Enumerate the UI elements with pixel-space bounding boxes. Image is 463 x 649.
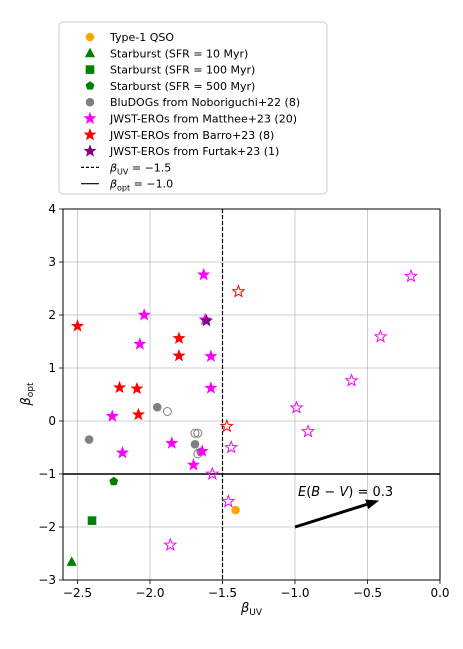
y-tick-label: 2 <box>48 308 56 322</box>
data-point <box>344 373 359 387</box>
data-point <box>190 428 200 438</box>
data-point <box>130 381 144 395</box>
data-point <box>109 476 119 486</box>
data-point <box>204 381 218 394</box>
data-point <box>165 436 179 449</box>
legend-label: Type-1 QSO <box>109 31 174 44</box>
data-point <box>219 418 234 433</box>
legend-marker <box>85 65 95 74</box>
legend-label: JWST-EROs from Matthee+23 (20) <box>109 113 297 126</box>
data-point <box>231 505 240 515</box>
data-point <box>133 337 147 350</box>
data-point <box>195 444 209 457</box>
y-tick-label: 1 <box>48 361 56 375</box>
extinction-vector-label: E(B − V) = 0.3 <box>298 485 393 500</box>
data-point <box>224 440 239 454</box>
legend-marker <box>84 47 96 58</box>
legend-marker <box>85 97 95 107</box>
data-point <box>221 494 236 508</box>
extinction-arrow-head <box>365 499 380 510</box>
data-point <box>66 556 77 566</box>
legend-label: JWST-EROs from Furtak+23 (1) <box>109 145 279 158</box>
legend-marker <box>83 111 97 125</box>
legend-label: Starburst (SFR = 10 Myr) <box>110 47 248 60</box>
data-point <box>190 440 200 449</box>
y-axis-label: βopt <box>19 382 36 407</box>
y-axis: −3 −2 −1 0 1 2 3 4 <box>38 202 63 587</box>
data-point <box>205 466 220 481</box>
data-point <box>115 445 129 459</box>
data-point <box>186 458 201 471</box>
legend-label: JWST-EROs from Barro+23 (8) <box>109 129 274 142</box>
legend-label: βUV = −1.5 <box>109 161 171 176</box>
y-tick-label: 0 <box>48 414 56 428</box>
x-tick-label: −0.5 <box>353 586 382 600</box>
data-point <box>403 268 419 283</box>
data-point <box>105 409 119 422</box>
legend-label: Starburst (SFR = 100 Myr) <box>110 64 255 77</box>
data-point <box>193 428 203 438</box>
legend: Type-1 QSO Starburst (SFR = 10 Myr) Starbu… <box>81 31 300 193</box>
legend-label: Starburst (SFR = 500 Myr) <box>110 80 255 93</box>
y-tick-label: −3 <box>38 573 56 587</box>
data-point <box>231 284 246 298</box>
data-point <box>289 400 304 414</box>
legend-marker <box>85 81 95 90</box>
data-point <box>204 349 218 362</box>
data-point <box>70 319 85 332</box>
legend-marker <box>83 127 97 141</box>
y-tick-label: 4 <box>48 202 56 216</box>
annotation: E(B − V) = 0.3 <box>294 485 393 529</box>
data-point <box>197 267 211 281</box>
data-point <box>172 348 186 362</box>
x-tick-label: −2.0 <box>135 586 164 600</box>
reference-lines <box>63 209 440 580</box>
data-point <box>373 329 388 343</box>
y-tick-label: −1 <box>38 467 56 481</box>
data-point <box>200 313 214 327</box>
legend-label: βopt = −1.0 <box>109 178 173 193</box>
data-point <box>113 380 127 394</box>
data-point <box>84 435 94 444</box>
x-tick-label: −1.0 <box>280 586 309 600</box>
plot-frame <box>62 208 441 581</box>
x-tick-label: 0.0 <box>430 586 449 600</box>
data-point <box>137 308 151 321</box>
data-point <box>300 424 316 438</box>
data-point <box>172 331 186 344</box>
extinction-arrow <box>294 502 368 529</box>
x-axis: −2.5 −2.0 −1.5 −1.0 −0.5 0.0 <box>63 580 450 600</box>
legend-marker <box>83 144 97 157</box>
data-point <box>163 537 178 552</box>
data-point <box>131 407 145 421</box>
y-tick-label: −2 <box>38 520 56 534</box>
legend-marker <box>85 32 95 42</box>
x-axis-label: βUV <box>240 601 263 618</box>
legend-box <box>58 21 328 195</box>
data-point <box>162 406 172 416</box>
x-tick-label: −1.5 <box>208 586 237 600</box>
x-tick-label: −2.5 <box>63 586 92 600</box>
legend-label: BluDOGs from Noboriguchi+22 (8) <box>110 96 300 109</box>
data-points <box>66 267 419 566</box>
data-point <box>87 516 97 525</box>
y-tick-label: 3 <box>48 255 56 269</box>
data-point <box>152 402 162 412</box>
